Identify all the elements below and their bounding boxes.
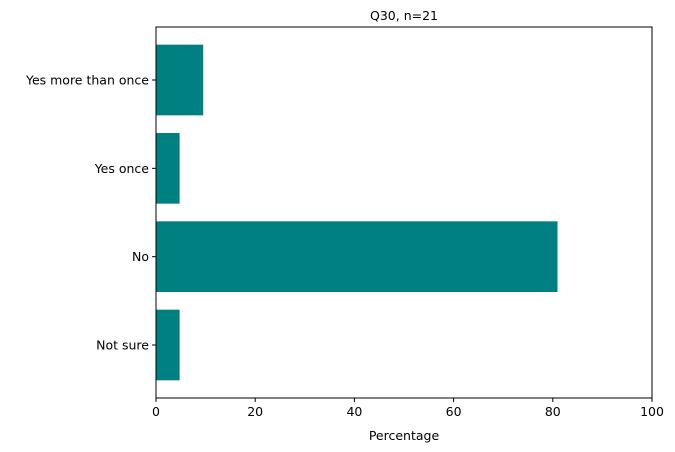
plot-frame bbox=[155, 26, 653, 399]
y-tick-label: Yes more than once bbox=[25, 73, 149, 88]
chart-title: Q30, n=21 bbox=[370, 8, 438, 23]
x-tick-label: 0 bbox=[152, 404, 160, 419]
bar-no bbox=[156, 221, 558, 292]
bar-yes-more-than-once bbox=[156, 44, 204, 116]
y-axis: Not sure No Yes once Yes more than once bbox=[25, 73, 156, 353]
y-tick-label: Yes once bbox=[94, 161, 150, 176]
x-tick-label: 100 bbox=[640, 404, 664, 419]
bar-yes-once bbox=[156, 133, 180, 204]
x-axis: 0 20 40 60 80 100 bbox=[152, 398, 664, 419]
x-tick-label: 40 bbox=[346, 404, 362, 419]
x-tick-label: 60 bbox=[446, 404, 462, 419]
x-axis-label: Percentage bbox=[369, 428, 440, 443]
y-tick-label: No bbox=[132, 249, 149, 264]
y-tick-label: Not sure bbox=[96, 338, 149, 353]
bars-group bbox=[156, 44, 558, 381]
x-tick-label: 80 bbox=[545, 404, 561, 419]
x-tick-label: 20 bbox=[247, 404, 263, 419]
bar-not-sure bbox=[156, 309, 180, 381]
